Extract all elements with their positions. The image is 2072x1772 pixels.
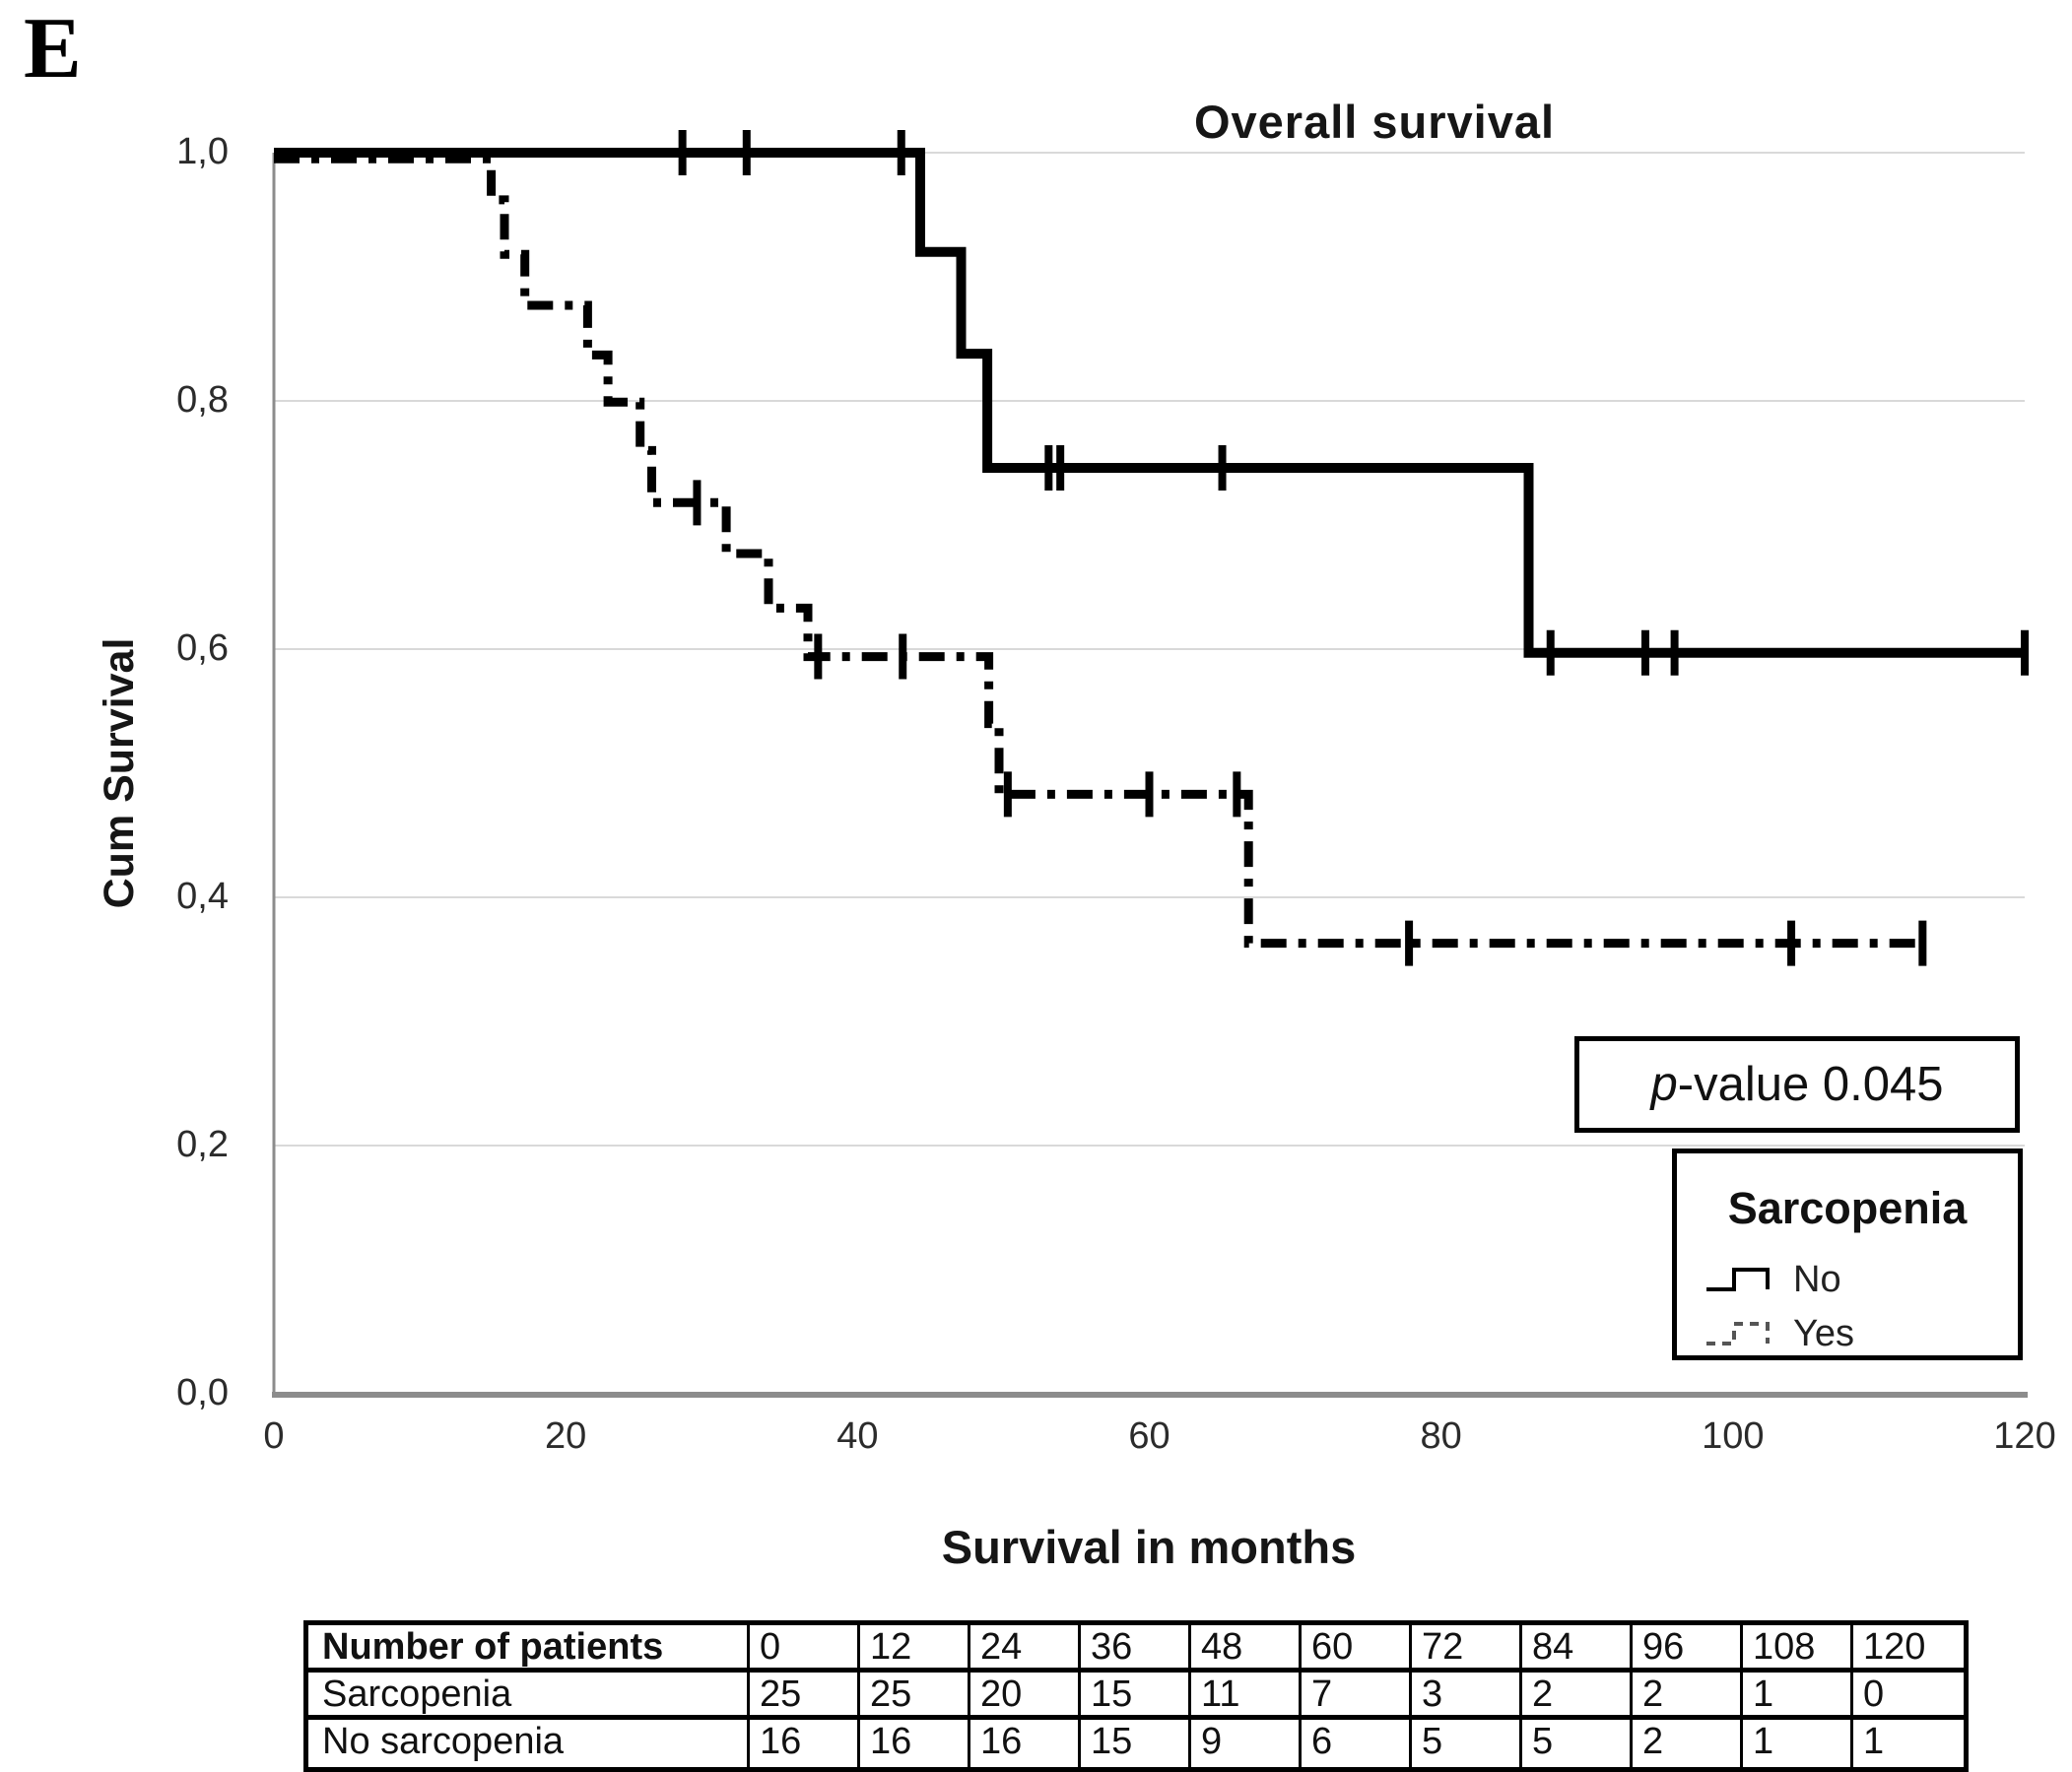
risk-table-cell: 5 <box>1522 1720 1633 1767</box>
risk-table-header-row: Number of patients 0 12 24 36 48 60 72 84 96 108 12… <box>308 1625 1964 1673</box>
risk-table-row-label: Number of patients <box>308 1625 750 1673</box>
risk-table-cell: 1 <box>1743 1720 1853 1767</box>
risk-table-row-label: No sarcopenia <box>308 1720 750 1767</box>
risk-table-cell: 96 <box>1633 1625 1743 1673</box>
x-tick-label-100: 100 <box>1702 1415 1765 1457</box>
risk-table-cell: 2 <box>1522 1673 1633 1720</box>
y-tick-label-0,6: 0,6 <box>176 627 229 669</box>
legend-entry-label: Yes <box>1793 1312 1854 1354</box>
y-tick-label-0,2: 0,2 <box>176 1124 229 1165</box>
legend: Sarcopenia No Yes <box>1672 1149 2023 1360</box>
risk-table-cell: 108 <box>1743 1625 1853 1673</box>
risk-table-row-label: Sarcopenia <box>308 1673 750 1720</box>
risk-table-cell: 15 <box>1081 1720 1191 1767</box>
risk-table-cell: 60 <box>1302 1625 1412 1673</box>
legend-entry-label: No <box>1793 1258 1841 1300</box>
panel-label: E <box>24 1 82 97</box>
chart-title: Overall survival <box>1193 96 1556 148</box>
km-curve-yes <box>274 154 1923 949</box>
risk-table-cell: 25 <box>750 1673 860 1720</box>
y-tick-label-0,8: 0,8 <box>176 379 229 421</box>
y-tick-label-0,0: 0,0 <box>176 1372 229 1413</box>
p-value-box: p-value 0.045 <box>1574 1036 2020 1133</box>
legend-entry-no: No <box>1704 1258 1841 1300</box>
risk-table-cell: 36 <box>1081 1625 1191 1673</box>
risk-table-cell: 6 <box>1302 1720 1412 1767</box>
risk-table-cell: 11 <box>1191 1673 1302 1720</box>
x-tick-label-120: 120 <box>1993 1415 2056 1457</box>
x-tick-label-40: 40 <box>836 1415 879 1457</box>
risk-table-cell: 16 <box>750 1720 860 1767</box>
y-tick-label-0,4: 0,4 <box>176 876 229 917</box>
p-value-italic-p: p <box>1650 1058 1678 1111</box>
risk-table-cell: 2 <box>1633 1673 1743 1720</box>
risk-table-cell: 0 <box>750 1625 860 1673</box>
legend-title: Sarcopenia <box>1727 1183 1968 1233</box>
risk-table-cell: 9 <box>1191 1720 1302 1767</box>
x-tick-label-20: 20 <box>545 1415 587 1457</box>
risk-table-cell: 24 <box>970 1625 1081 1673</box>
risk-table-cell: 1 <box>1743 1673 1853 1720</box>
risk-table-cell: 1 <box>1863 1721 1885 1762</box>
risk-table-cell: 120 <box>1853 1625 1964 1673</box>
risk-table-cell: 3 <box>1412 1673 1522 1720</box>
risk-table-cell: 7 <box>1302 1673 1412 1720</box>
risk-table-cell: 25 <box>860 1673 970 1720</box>
risk-table-cell: 16 <box>970 1720 1081 1767</box>
risk-table-row: No sarcopenia 16 16 16 15 9 6 5 5 2 1 1 <box>308 1720 1964 1767</box>
risk-table-row: Sarcopenia 25 25 20 15 11 7 3 2 2 1 0 <box>308 1673 1964 1720</box>
risk-table-cell: 48 <box>1191 1625 1302 1673</box>
p-value-text: -value 0.045 <box>1677 1058 1944 1111</box>
risk-table-cell: 72 <box>1412 1625 1522 1673</box>
legend-entry-yes: Yes <box>1704 1312 1854 1354</box>
dashed-line-sample-icon <box>1706 1322 1770 1345</box>
number-at-risk-table: Number of patients 0 12 24 36 48 60 72 84 96 108 12… <box>303 1620 1969 1772</box>
risk-table-cell: 0 <box>1853 1673 1964 1720</box>
risk-table-cell: 84 <box>1522 1625 1633 1673</box>
solid-line-sample-icon <box>1706 1268 1770 1291</box>
x-tick-label-60: 60 <box>1128 1415 1170 1457</box>
x-tick-label-80: 80 <box>1420 1415 1462 1457</box>
risk-table-cell: 5 <box>1412 1720 1522 1767</box>
risk-table-cell: 15 <box>1081 1673 1191 1720</box>
x-axis-title: Survival in months <box>941 1521 1357 1573</box>
risk-table-cell: 12 <box>860 1625 970 1673</box>
risk-table-cell: 2 <box>1633 1720 1743 1767</box>
x-tick-label-0: 0 <box>263 1415 285 1457</box>
risk-table-cell: 20 <box>970 1673 1081 1720</box>
y-tick-label-1,0: 1,0 <box>176 131 229 172</box>
risk-table-cell: 16 <box>860 1720 970 1767</box>
km-curve-no <box>274 148 2025 658</box>
